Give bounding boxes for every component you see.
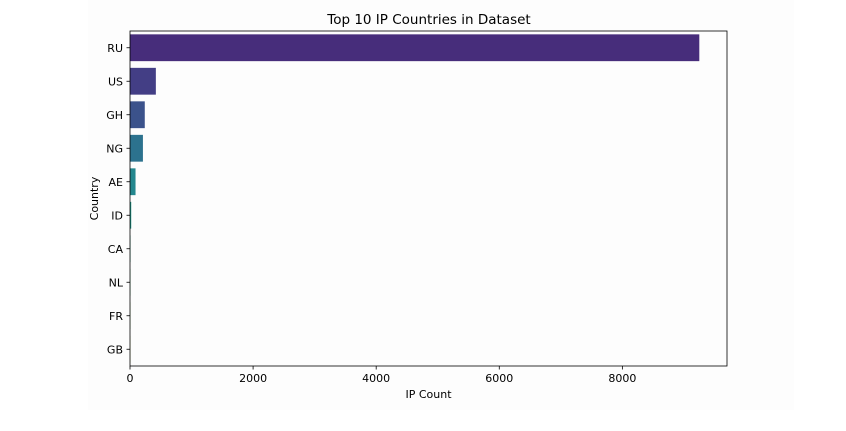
- bar-ae: [130, 168, 136, 196]
- y-tick-label-ru: RU: [107, 42, 123, 55]
- x-tick-label: 0: [127, 372, 134, 385]
- y-tick-label-ca: CA: [108, 243, 124, 256]
- x-axis-label: IP Count: [405, 388, 452, 401]
- x-tick-label: 6000: [485, 372, 513, 385]
- y-axis-label: Country: [88, 176, 101, 220]
- plot-area-frame: [129, 30, 728, 367]
- x-tick-label: 8000: [608, 372, 636, 385]
- y-tick-label-us: US: [108, 75, 123, 88]
- figure-background: [88, 0, 794, 410]
- y-tick-label-ae: AE: [109, 176, 124, 189]
- x-tick-label: 2000: [239, 372, 267, 385]
- bar-ru: [130, 34, 700, 62]
- bar-us: [130, 67, 156, 95]
- bar-id: [130, 201, 132, 229]
- y-tick-label-id: ID: [111, 209, 123, 222]
- bar-gh: [130, 101, 145, 129]
- y-tick-label-ng: NG: [106, 142, 123, 155]
- y-tick-label-fr: FR: [109, 310, 123, 323]
- bar-ng: [130, 134, 143, 162]
- y-tick-label-nl: NL: [109, 276, 124, 289]
- y-tick-label-gh: GH: [106, 109, 123, 122]
- x-tick-label: 4000: [362, 372, 390, 385]
- y-tick-label-gb: GB: [107, 343, 123, 356]
- chart-title: Top 10 IP Countries in Dataset: [326, 12, 530, 28]
